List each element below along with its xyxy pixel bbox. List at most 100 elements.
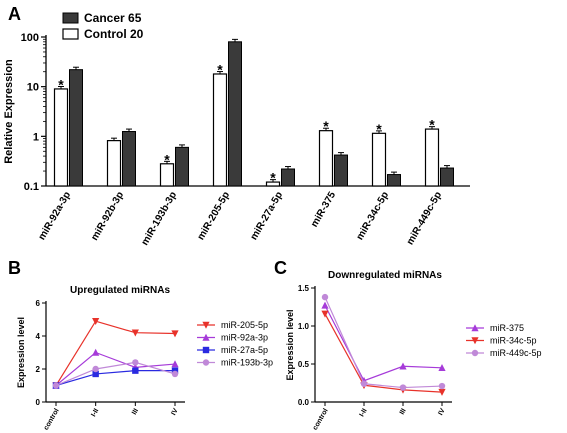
- legend-label: miR-92a-3p: [221, 333, 268, 343]
- data-point: [321, 301, 329, 309]
- legend-label-control: Control 20: [84, 27, 144, 41]
- bar-cancer: [281, 168, 295, 187]
- y-tick-label: 10: [27, 82, 39, 94]
- legend-label: miR-375: [490, 323, 524, 333]
- y-tick-label: 1.5: [298, 284, 310, 293]
- legend-marker: [471, 324, 479, 332]
- legend-label: miR-449c-5p: [490, 348, 542, 358]
- series-line: [55, 320, 176, 386]
- legend-marker: [202, 333, 210, 341]
- significance-star: *: [58, 76, 64, 92]
- data-point: [171, 367, 179, 374]
- bar-cancer: [387, 174, 401, 187]
- data-point: [132, 359, 139, 366]
- chart-title: Upregulated miRNAs: [70, 285, 170, 296]
- legend-marker: [202, 359, 210, 366]
- legend-label: miR-27a-5p: [221, 345, 268, 355]
- significance-star: *: [164, 151, 170, 167]
- x-tick-label: control: [312, 407, 330, 431]
- y-tick-label: 4: [36, 332, 41, 341]
- legend-marker: [471, 349, 479, 357]
- y-tick-label: 0.1: [24, 181, 39, 193]
- legend-swatch-cancer: [62, 12, 79, 24]
- bar-cancer: [122, 131, 136, 187]
- bar-control: [106, 140, 122, 187]
- y-tick-label: 1.0: [298, 322, 310, 331]
- chart-title: Downregulated miRNAs: [328, 270, 442, 281]
- data-point: [438, 382, 446, 390]
- legend-label: miR-193b-3p: [221, 358, 273, 368]
- x-tick-label: miR-92b-3p: [89, 190, 126, 243]
- legend-label: miR-205-5p: [221, 320, 268, 330]
- legend-marker: [202, 321, 210, 329]
- panel-c: C Downregulated miRNAs 0.0 0.5 1.0 1.5 Expres…: [274, 258, 542, 432]
- bar-control: [424, 128, 440, 187]
- x-tick-label: IV: [170, 407, 180, 417]
- series-line: [55, 351, 176, 386]
- data-point: [399, 362, 407, 370]
- data-point: [399, 384, 407, 391]
- data-point: [321, 310, 329, 318]
- significance-star: *: [217, 62, 223, 78]
- data-point: [171, 360, 179, 368]
- legend-swatch-control: [62, 28, 79, 40]
- line-chart-downregulated: Downregulated miRNAs 0.0 0.5 1.0 1.5 Expressi…: [285, 270, 542, 432]
- line-chart-upregulated: Upregulated miRNAs 0 2 4 6 Expression level co…: [16, 285, 273, 432]
- significance-star: *: [429, 117, 435, 133]
- series-line: [324, 313, 443, 393]
- x-tick-label: miR-205-5p: [196, 190, 232, 242]
- legend: Cancer 65 Control 20: [62, 11, 144, 41]
- panel-b: B Upregulated miRNAs 0 2 4 6 Expression level…: [8, 258, 273, 432]
- data-point: [131, 329, 139, 337]
- y-tick-label: 6: [36, 299, 41, 308]
- bar-cancer: [440, 167, 454, 187]
- legend-label-cancer: Cancer 65: [84, 11, 142, 25]
- legend-marker: [471, 337, 479, 345]
- x-tick-label: III: [131, 407, 140, 416]
- y-tick-label: 0.0: [298, 398, 310, 407]
- bar-cancer: [175, 146, 189, 187]
- data-point: [360, 380, 368, 387]
- bar-cancer: [228, 41, 242, 187]
- series-line: [324, 296, 443, 389]
- data-point: [92, 365, 99, 373]
- panel-label-c: C: [274, 258, 287, 278]
- y-tick-label: 0.5: [298, 360, 310, 369]
- data-point: [132, 367, 139, 374]
- data-point: [171, 330, 179, 338]
- y-tick-label: 2: [36, 365, 41, 374]
- bar-chart-relative-expression: 0.1 1 10 100 Relative Expression * miR-92a-3p m…: [3, 11, 470, 247]
- legend-label: miR-34c-5p: [490, 336, 537, 346]
- x-tick-label: IV: [437, 407, 447, 417]
- bar-control: [53, 88, 69, 187]
- data-point: [438, 364, 446, 371]
- significance-star: *: [323, 118, 329, 134]
- panel-a: A 0.1 1 10 100 Relative Expression * miR-92a-3…: [3, 4, 470, 247]
- x-tick-label: miR-92a-3p: [37, 190, 73, 242]
- x-tick-label: miR-449c-5p: [405, 190, 444, 247]
- bar-control: [318, 130, 334, 187]
- y-tick-label: 0: [36, 398, 41, 407]
- significance-star: *: [376, 121, 382, 137]
- data-point: [321, 293, 329, 301]
- x-tick-label: I-II: [359, 407, 369, 418]
- x-tick-label: miR-375: [309, 190, 338, 230]
- x-tick-label: III: [399, 407, 408, 416]
- x-tick-label: miR-34c-5p: [355, 190, 391, 242]
- series-line: [55, 361, 176, 387]
- data-point: [92, 317, 100, 325]
- y-axis-title: Expression level: [285, 309, 295, 380]
- y-tick-label: 1: [33, 131, 39, 143]
- x-tick-label: I-II: [90, 407, 100, 418]
- x-tick-label: control: [43, 407, 61, 431]
- x-tick-label: miR-27a-5p: [249, 190, 285, 242]
- data-point: [438, 388, 446, 396]
- panel-label-a: A: [8, 4, 21, 24]
- bar-control: [371, 132, 387, 187]
- data-point: [92, 370, 99, 378]
- y-axis-title: Relative Expression: [3, 59, 15, 164]
- y-axis-title: Expression level: [16, 317, 26, 388]
- x-tick-label: miR-193b-3p: [140, 190, 180, 247]
- panel-label-b: B: [8, 258, 21, 278]
- bar-cancer: [69, 69, 83, 187]
